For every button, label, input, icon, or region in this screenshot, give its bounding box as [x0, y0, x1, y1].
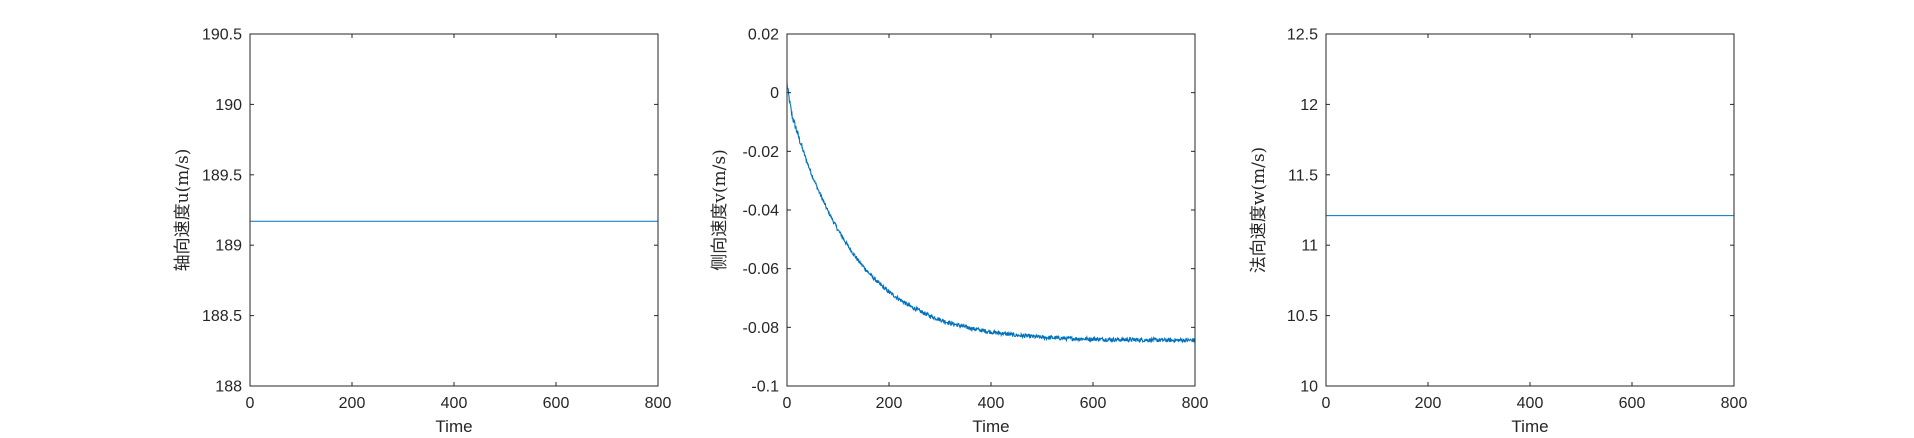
plot-area [1326, 34, 1734, 386]
y-tick-label: -0.06 [743, 261, 780, 278]
y-tick-label: 10.5 [1287, 308, 1318, 325]
y-tick-label: 11.5 [1288, 167, 1318, 184]
y-tick-label: -0.02 [743, 144, 780, 161]
series-line-v [787, 82, 1195, 344]
x-tick-label: 0 [1322, 395, 1331, 412]
y-tick-label: -0.1 [751, 379, 779, 396]
x-tick-label: 600 [1080, 395, 1107, 412]
x-tick-label: 400 [1517, 395, 1544, 412]
y-tick-label: 0.02 [748, 27, 779, 44]
y-tick-label: 12 [1300, 97, 1318, 114]
y-tick-label: 188.5 [202, 308, 242, 325]
x-tick-label: 200 [339, 395, 366, 412]
y-tick-label: 11 [1301, 238, 1318, 255]
y-tick-label: 0 [770, 85, 779, 102]
x-tick-label: 200 [1415, 395, 1442, 412]
x-axis-label: Time [1511, 417, 1548, 436]
y-tick-label: 190.5 [202, 27, 242, 44]
y-tick-label: 189 [215, 238, 242, 255]
y-tick-label: 189.5 [202, 167, 242, 184]
chart-normal-velocity: 0 200 400 600 800 10 10.5 11 11.5 12 12.5 Time 法向速度w… [1249, 27, 1747, 437]
x-tick-label: 800 [1182, 395, 1209, 412]
plot-area [787, 34, 1195, 386]
y-tick-label: -0.04 [743, 203, 780, 220]
y-tick-label: -0.08 [743, 320, 780, 337]
plot-area [250, 34, 658, 386]
x-tick-label: 200 [876, 395, 903, 412]
x-tick-label: 800 [645, 395, 672, 412]
x-tick-label: 0 [246, 395, 255, 412]
y-axis-label: 轴向速度u(m/s) [173, 149, 193, 272]
x-tick-label: 600 [543, 395, 570, 412]
y-tick-label: 12.5 [1287, 27, 1318, 44]
y-tick-label: 10 [1300, 379, 1318, 396]
y-tick-label: 190 [215, 97, 242, 114]
y-tick-label: 188 [215, 379, 242, 396]
x-tick-label: 600 [1619, 395, 1646, 412]
x-axis-label: Time [435, 417, 472, 436]
x-tick-label: 400 [978, 395, 1005, 412]
x-tick-label: 400 [441, 395, 468, 412]
x-tick-label: 0 [783, 395, 792, 412]
chart-lateral-velocity: 0 200 400 600 800 -0.1 -0.08 -0.06 -0.04 -0.02 0 0.… [710, 27, 1208, 437]
x-axis-label: Time [972, 417, 1009, 436]
y-axis-label: 法向速度w(m/s) [1249, 147, 1269, 273]
x-tick-label: 800 [1721, 395, 1748, 412]
y-axis-label: 侧向速度v(m/s) [710, 149, 730, 270]
chart-axial-velocity: 0 200 400 600 800 188 188.5 189 189.5 190 190.5 Tim… [173, 27, 671, 437]
